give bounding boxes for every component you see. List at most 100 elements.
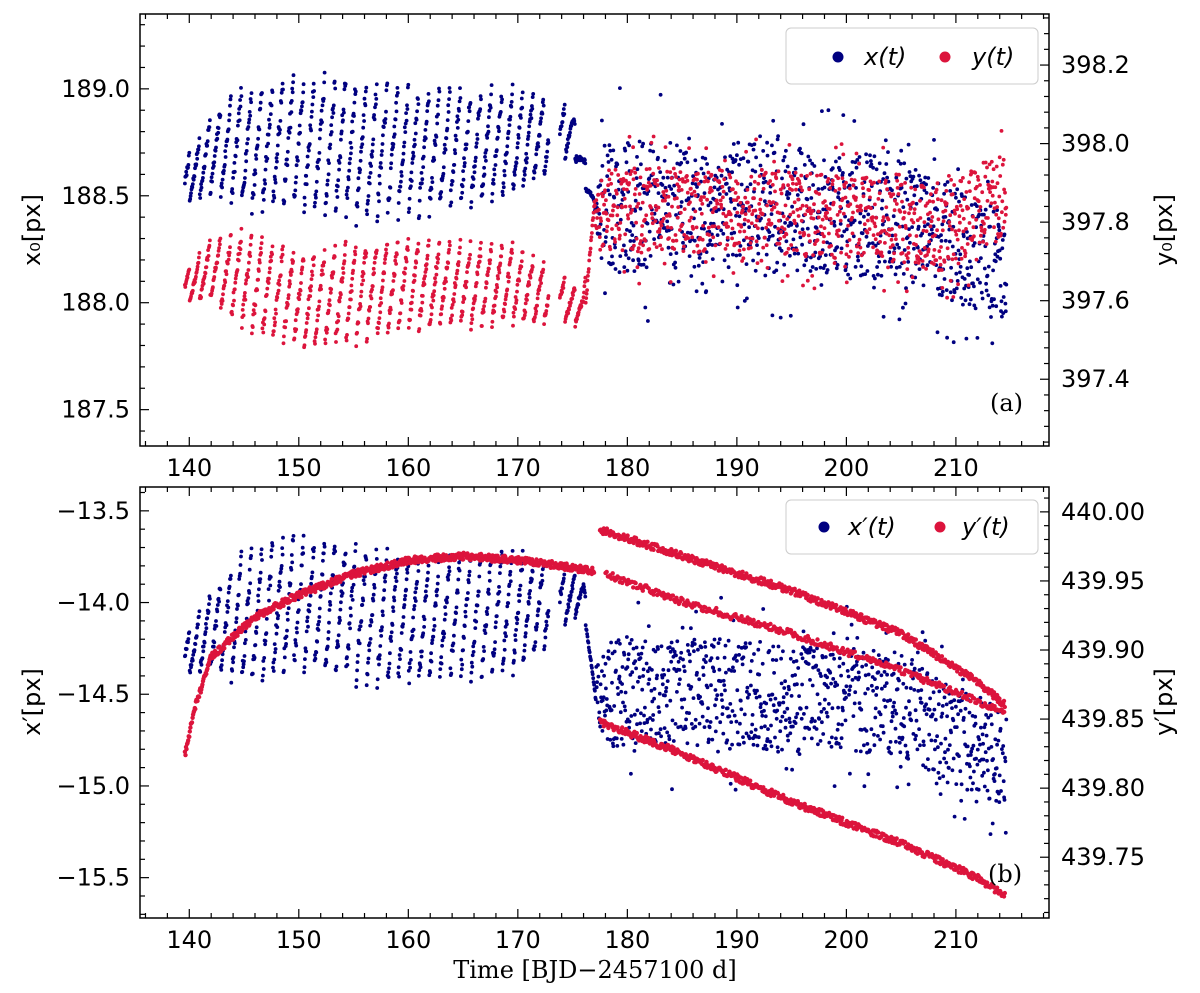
data-point-x [391, 609, 396, 613]
data-point-x [272, 195, 277, 200]
data-point-x [1003, 301, 1008, 306]
data-point-y [589, 235, 594, 240]
data-point-y [346, 316, 351, 321]
data-point-y [515, 282, 520, 287]
data-point-x [726, 253, 730, 258]
data-point-y [527, 282, 532, 287]
data-point-x [404, 587, 408, 592]
data-point-y [841, 211, 846, 216]
data-point-x [832, 223, 837, 228]
data-point-x [442, 617, 447, 622]
data-point-x [927, 232, 932, 237]
data-point-y [995, 181, 1000, 186]
data-point-y [435, 260, 440, 265]
data-point-y [999, 231, 1003, 236]
data-point-x [186, 163, 191, 167]
data-point-y [492, 309, 497, 314]
data-point-x [230, 187, 235, 191]
data-point-x [563, 155, 568, 160]
data-point-x [425, 109, 430, 113]
data-point-x [419, 654, 424, 659]
data-point-x [326, 172, 331, 177]
data-point-x [717, 192, 722, 197]
data-point-x [563, 622, 567, 627]
data-point-y [980, 190, 985, 195]
data-point-x [345, 196, 350, 201]
data-point-y [433, 280, 438, 284]
data-point-y [768, 179, 773, 183]
data-point-y [586, 267, 591, 271]
data-point-x [621, 192, 626, 197]
data-point-y [998, 174, 1003, 178]
data-point-y [791, 210, 796, 215]
data-point-y [604, 211, 609, 216]
data-point-y [816, 215, 821, 220]
data-point-y [995, 205, 999, 209]
data-point-y [613, 167, 618, 172]
data-point-y [283, 325, 288, 330]
data-point-y [730, 236, 734, 241]
data-point-x [472, 170, 477, 175]
data-point-x [458, 96, 463, 100]
data-point-x [226, 590, 231, 595]
data-point-x [510, 92, 514, 97]
data-point-y [928, 224, 933, 229]
data-point-y [685, 190, 690, 195]
data-point-y [1001, 225, 1006, 230]
data-point-y [281, 244, 285, 249]
data-point-x [317, 606, 322, 611]
data-point-x [203, 630, 208, 634]
data-point-x [494, 614, 499, 618]
data-point-y [243, 291, 247, 295]
data-point-y [382, 261, 387, 265]
data-point-x [530, 569, 535, 574]
data-point-x [248, 97, 253, 101]
data-point-x [865, 269, 870, 273]
data-point-x [377, 662, 381, 667]
data-point-y [955, 207, 960, 212]
data-point-x [538, 119, 543, 124]
data-point-y [344, 338, 349, 343]
data-point-y [649, 140, 654, 145]
data-point-x [686, 649, 691, 653]
data-point-x [999, 299, 1004, 304]
data-point-x [646, 682, 651, 686]
data-point-y [610, 213, 615, 218]
data-point-y [759, 168, 764, 172]
data-point-x [324, 200, 328, 205]
data-point-x [386, 670, 391, 675]
data-point-x [897, 245, 901, 250]
data-point-x [463, 614, 468, 619]
data-point-x [602, 673, 606, 678]
data-point-x [474, 145, 479, 149]
data-point-x [204, 626, 209, 631]
data-point-x [235, 144, 239, 149]
data-point-y [545, 303, 550, 308]
data-point-x [587, 650, 592, 655]
data-point-y [908, 233, 912, 238]
data-point-y [278, 273, 283, 278]
data-point-x [342, 562, 347, 566]
data-point-x [904, 176, 909, 181]
data-point-y [349, 297, 353, 302]
data-point-x [362, 582, 367, 586]
data-point-x [540, 573, 544, 577]
data-point-x [744, 207, 748, 211]
data-point-y [979, 228, 984, 233]
data-point-y [396, 326, 401, 331]
data-point-x [751, 258, 755, 263]
data-point-x [310, 109, 314, 114]
data-point-x [285, 149, 290, 154]
data-point-x [267, 598, 271, 603]
data-point-x [393, 117, 398, 122]
data-point-x [275, 159, 279, 164]
data-point-x [465, 597, 470, 601]
panel-b: 140 150 160 170 180 190 200 210 −15.5−15.0−14.5… [18, 486, 1178, 984]
data-point-y [585, 288, 589, 292]
data-point-x [497, 590, 502, 594]
data-point-x [852, 119, 857, 123]
data-point-y [661, 216, 666, 221]
data-point-x [321, 96, 326, 101]
data-point-x [309, 115, 314, 119]
data-point-x [355, 201, 359, 205]
